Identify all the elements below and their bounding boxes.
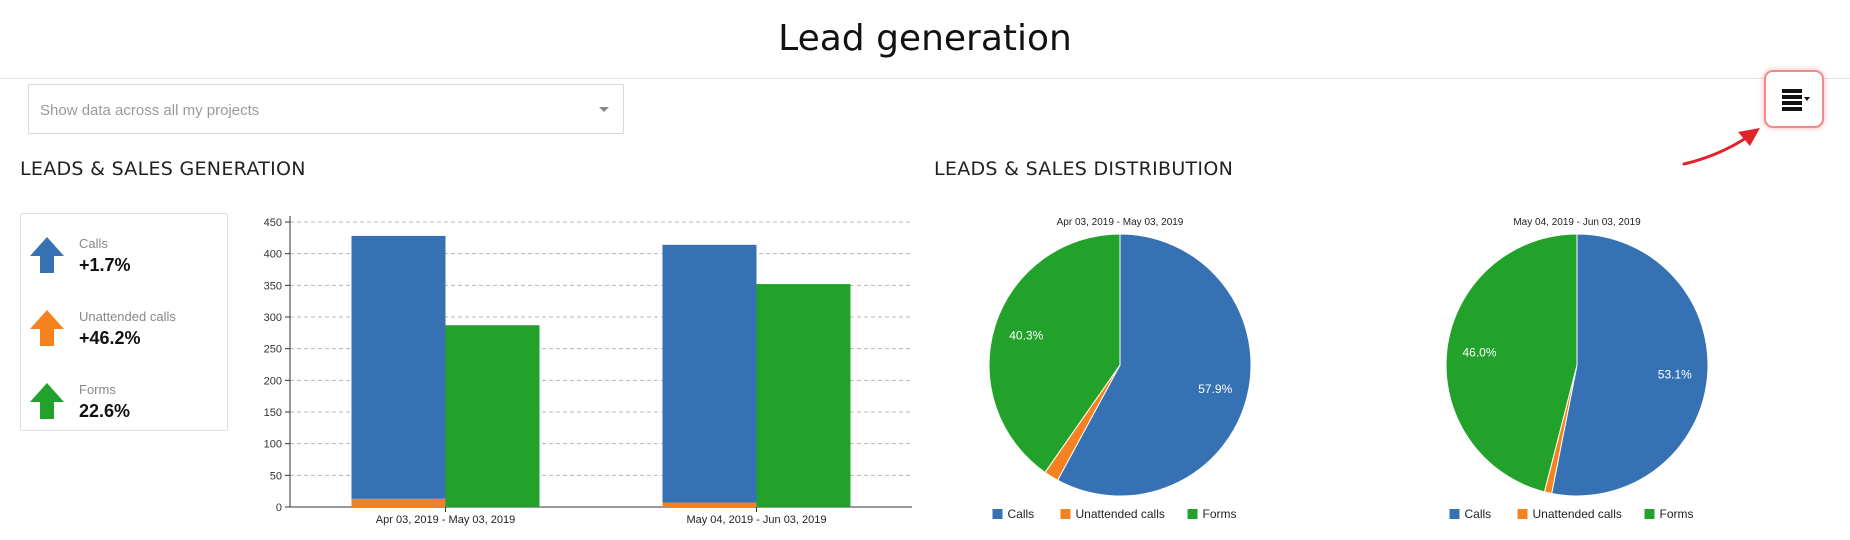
y-tick-label: 250 [264,344,282,356]
y-tick-label: 100 [264,439,282,451]
legend-label: Unattended calls [1533,507,1622,521]
bar [662,244,757,503]
pie-slice [1445,233,1578,493]
pie-slice-label: 57.9% [1198,382,1232,396]
arrow-up-icon [30,383,64,419]
y-tick-label: 300 [264,312,282,324]
summary-label: Calls [79,236,108,251]
y-tick-label: 50 [270,470,282,482]
x-tick-label: Apr 03, 2019 - May 03, 2019 [376,514,515,526]
header-divider [0,78,1850,79]
distribution-pie-chart-2: May 04, 2019 - Jun 03, 2019 53.1% 46.0% Cal… [1417,208,1737,538]
legend-label: Calls [1008,507,1035,521]
legend-label: Forms [1660,507,1694,521]
summary-item-forms: Forms 22.6% [21,368,229,428]
pie-slice [1551,233,1709,497]
bar [756,284,851,507]
pie-slice-label: 53.1% [1658,368,1692,382]
summary-item-unattended-calls: Unattended calls +46.2% [21,295,229,355]
page-title: Lead generation [778,18,1072,59]
legend-swatch [1060,509,1071,519]
pie-title: May 04, 2019 - Jun 03, 2019 [1513,217,1641,228]
project-filter-placeholder: Show data across all my projects [40,102,260,119]
legend-swatch [1449,509,1460,519]
red-arrow-icon [1682,128,1760,166]
legend-swatch [992,509,1003,519]
legend-swatch [1187,509,1198,519]
pie-chart-svg: Apr 03, 2019 - May 03, 2019 57.9% 40.3% Cal… [988,217,1252,521]
distribution-pie-chart-1: Apr 03, 2019 - May 03, 2019 57.9% 40.3% Cal… [960,208,1280,538]
y-tick-label: 0 [276,502,282,514]
summary-value: +1.7% [79,255,131,275]
y-tick-label: 150 [264,407,282,419]
project-filter-select[interactable]: Show data across all my projects [28,84,624,134]
legend-swatch [1517,509,1528,519]
y-tick-label: 200 [264,375,282,387]
bar [351,498,446,507]
generation-section-title: LEADS & SALES GENERATION [20,158,306,180]
legend-label: Unattended calls [1076,507,1165,521]
x-tick-label: May 04, 2019 - Jun 03, 2019 [686,514,826,526]
summary-card: Calls +1.7% Unattended calls +46.2% Form… [20,213,228,431]
summary-item-calls: Calls +1.7% [21,222,229,282]
distribution-section-title: LEADS & SALES DISTRIBUTION [934,158,1234,180]
y-tick-label: 400 [264,249,282,261]
arrow-up-icon [30,237,64,273]
summary-label: Unattended calls [79,309,176,324]
chevron-down-icon [599,107,609,112]
pie-slice-label: 40.3% [1009,329,1043,343]
bar [662,502,757,507]
y-tick-label: 350 [264,280,282,292]
bar [351,235,446,499]
summary-value: 22.6% [79,401,131,421]
menu-button[interactable] [1764,70,1824,128]
y-tick-label: 450 [264,217,282,229]
leads-sales-bar-chart: 0 50 100 150 200 250 300 350 400 450 Apr 03, 2019 … [250,208,920,538]
legend-label: Forms [1203,507,1237,521]
bar-chart-svg: 0 50 100 150 200 250 300 350 400 450 Apr 03, 2019 … [264,216,912,526]
legend-swatch [1644,509,1655,519]
bar [445,325,540,507]
pie-slice [1056,233,1252,497]
legend-label: Calls [1465,507,1492,521]
summary-value: +46.2% [79,328,141,348]
pie-title: Apr 03, 2019 - May 03, 2019 [1057,217,1184,228]
pie-slice [988,233,1121,474]
arrow-up-icon [30,310,64,346]
pie-slice-label: 46.0% [1463,346,1497,360]
pie-chart-svg: May 04, 2019 - Jun 03, 2019 53.1% 46.0% Cal… [1445,217,1709,521]
menu-icon [1782,89,1810,111]
summary-label: Forms [79,382,116,397]
